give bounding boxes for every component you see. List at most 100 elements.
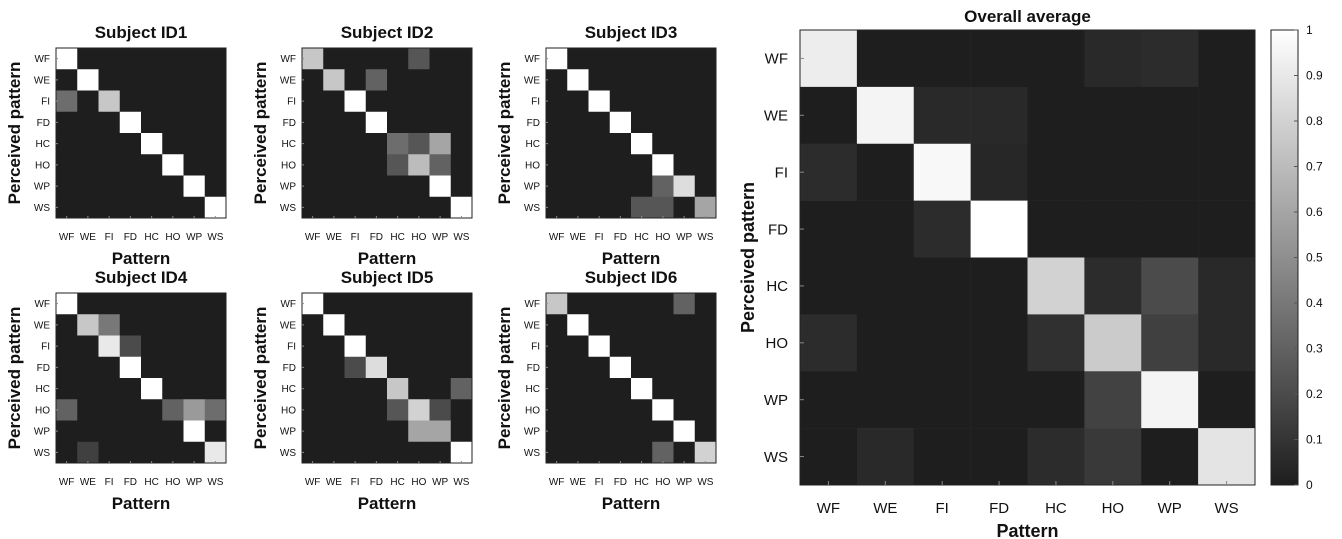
heatmap-cell-WE-FD bbox=[970, 86, 1028, 145]
y-tick-label: HC bbox=[36, 139, 50, 150]
heatmap-cell-WF-HC bbox=[387, 48, 409, 70]
heatmap-cell-WF-HC bbox=[387, 293, 409, 315]
heatmap-cell-FD-HC bbox=[387, 356, 409, 379]
heatmap-cell-WE-HO bbox=[652, 69, 674, 91]
y-tick-label: FI bbox=[775, 164, 788, 181]
heatmap-cell-WF-HO bbox=[162, 293, 184, 315]
x-tick-label: HO bbox=[1102, 500, 1125, 517]
heatmap-cell-WE-WE bbox=[77, 69, 99, 91]
heatmap-cell-HO-WS bbox=[694, 399, 717, 421]
plot-frame bbox=[301, 292, 473, 464]
y-axis-label: Perceived pattern bbox=[495, 62, 514, 205]
heatmap-cell-HC-WF bbox=[56, 133, 78, 155]
heatmap-cell-FI-HO bbox=[652, 90, 674, 113]
heatmap-cell-HC-FI bbox=[344, 133, 367, 155]
x-tick-label: HC bbox=[390, 232, 404, 243]
heatmap-cell-FI-FD bbox=[365, 335, 388, 358]
heatmap-cell-FD-WE bbox=[323, 111, 345, 134]
heatmap-cell-HC-HO bbox=[408, 378, 430, 400]
heatmap-cell-WF-HO bbox=[162, 48, 184, 70]
heatmap-cell-WP-WP bbox=[183, 420, 206, 443]
heatmap-cell-WS-WP bbox=[429, 196, 452, 219]
heatmap-7: WF WE FI FD HC HO WP WS WF WE FI FD HC HO WP WS Overall … bbox=[738, 7, 1256, 539]
heatmap-cell-WF-FD bbox=[609, 48, 632, 70]
heatmap-cell-WS-WF bbox=[546, 196, 568, 219]
heatmap-cell-WF-WF bbox=[546, 293, 568, 315]
heatmap-cell-WP-FI bbox=[98, 175, 121, 198]
heatmap-cell-WP-HO bbox=[652, 420, 674, 443]
heatmap-cell-HC-WE bbox=[567, 133, 589, 155]
heatmap-cell-WP-WE bbox=[77, 420, 99, 443]
heatmap-cell-WF-WF bbox=[800, 30, 858, 88]
heatmap-cell-WP-FD bbox=[970, 371, 1028, 429]
heatmap-cell-WE-FI bbox=[588, 314, 611, 336]
heatmap-cell-FI-HO bbox=[162, 335, 184, 358]
heatmap-cell-WP-WS bbox=[694, 175, 717, 198]
x-tick-label: FI bbox=[105, 477, 114, 488]
heatmap-cell-FI-HC bbox=[631, 335, 653, 358]
heatmap-cell-HO-WP bbox=[429, 399, 452, 421]
heatmap-cell-HO-WF bbox=[800, 314, 858, 372]
colorbar-gradient bbox=[1270, 29, 1299, 486]
heatmap-cell-HC-WP bbox=[429, 378, 452, 400]
heatmap-cell-WF-WS bbox=[694, 48, 717, 70]
x-tick-label: HO bbox=[165, 232, 180, 243]
heatmap-cell-HO-WF bbox=[302, 399, 324, 421]
heatmap-cell-WP-HC bbox=[141, 420, 163, 443]
heatmap-cell-HC-HC bbox=[141, 378, 163, 400]
heatmap-cell-WS-HC bbox=[387, 441, 409, 464]
x-tick-label: HO bbox=[655, 477, 670, 488]
heatmap-cell-WE-WF bbox=[302, 314, 324, 336]
heatmap-cell-WP-WP bbox=[183, 175, 206, 198]
heatmap-cell-WE-FI bbox=[344, 314, 367, 336]
heatmap-cell-HO-HO bbox=[408, 399, 430, 421]
heatmap-cell-WE-WS bbox=[204, 69, 227, 91]
heatmap-cell-WS-FI bbox=[98, 196, 121, 219]
heatmap-2: WF WE FI FD HC HO WP WS WF WE FI FD HC HO WP WS Subject … bbox=[251, 23, 473, 268]
x-tick-label: WP bbox=[676, 232, 692, 243]
heatmap-cell-WF-FD bbox=[365, 48, 388, 70]
heatmap-cell-FD-FI bbox=[588, 111, 611, 134]
heatmap-cell-FI-WF bbox=[302, 90, 324, 113]
heatmap-cell-HO-HC bbox=[141, 399, 163, 421]
heatmap-cell-WE-FD bbox=[365, 314, 388, 336]
heatmap-cell-WF-HO bbox=[408, 293, 430, 315]
heatmap-cell-WP-HO bbox=[162, 175, 184, 198]
heatmap-cell-WS-FI bbox=[344, 441, 367, 464]
heatmap-cell-FD-HO bbox=[162, 356, 184, 379]
heatmap-cell-FD-WS bbox=[204, 356, 227, 379]
x-tick-label: FI bbox=[595, 477, 604, 488]
heatmap-cell-HC-FD bbox=[609, 133, 632, 155]
heatmap-cell-FI-WF bbox=[56, 335, 78, 358]
y-tick-label: FI bbox=[287, 342, 296, 353]
x-tick-label: WE bbox=[570, 232, 586, 243]
chart-title: Subject ID4 bbox=[95, 268, 188, 287]
heatmap-cell-FI-WP bbox=[1141, 143, 1199, 201]
heatmap-cell-WF-HC bbox=[141, 48, 163, 70]
heatmap-cell-FI-WS bbox=[694, 335, 717, 358]
heatmap-cell-WP-FI bbox=[344, 175, 367, 198]
heatmap-cell-FD-WS bbox=[204, 111, 227, 134]
heatmap-cell-HC-HO bbox=[408, 133, 430, 155]
x-tick-label: HO bbox=[165, 477, 180, 488]
heatmap-cell-FD-HC bbox=[387, 111, 409, 134]
heatmap-cell-HC-FI bbox=[588, 378, 611, 400]
y-tick-label: HO bbox=[281, 160, 296, 171]
heatmap-cell-FD-FD bbox=[365, 356, 388, 379]
heatmap-cell-WF-FD bbox=[365, 293, 388, 315]
heatmap-cell-WE-HO bbox=[162, 314, 184, 336]
heatmap-cell-FI-FD bbox=[119, 335, 142, 358]
heatmap-cell-HO-WS bbox=[450, 154, 473, 176]
heatmap-cell-WP-WF bbox=[800, 371, 858, 429]
heatmap-cell-WF-FD bbox=[970, 30, 1028, 88]
heatmap-cell-FI-HO bbox=[162, 90, 184, 113]
y-tick-label: HC bbox=[282, 139, 296, 150]
heatmap-cell-WP-HO bbox=[408, 175, 430, 198]
x-axis-label: Pattern bbox=[602, 494, 661, 513]
heatmap-cell-WF-FD bbox=[609, 293, 632, 315]
y-tick-label: FI bbox=[41, 97, 50, 108]
heatmap-cell-WE-FI bbox=[588, 69, 611, 91]
heatmap-cell-WS-WF bbox=[56, 196, 78, 219]
x-tick-label: WS bbox=[207, 477, 223, 488]
heatmap-cell-FI-HC bbox=[387, 90, 409, 113]
